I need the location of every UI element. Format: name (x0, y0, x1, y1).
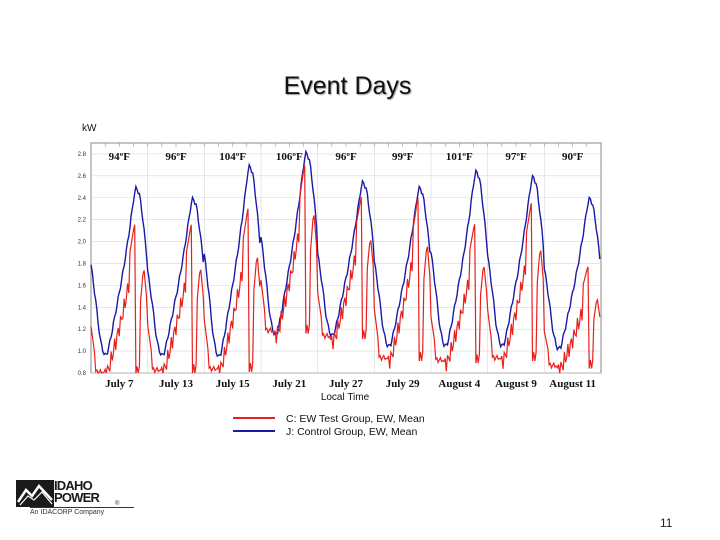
day-label: July 7 (105, 378, 134, 390)
day-label: July 21 (272, 378, 306, 390)
legend-label-control: J: Control Group, EW, Mean (286, 426, 417, 438)
temperature-label: 96ºF (165, 151, 187, 163)
slide-title: Event Days (283, 72, 412, 100)
series-line-test-group (90, 165, 601, 375)
idaho-power-logo: IDAHO POWER ® An IDACORP Company (16, 478, 138, 520)
y-tick-label: 1.8 (78, 261, 87, 267)
day-label: August 4 (438, 378, 480, 390)
y-tick-label: 1.0 (78, 349, 87, 355)
temperature-label: 104ºF (219, 151, 246, 163)
x-axis-label: Local Time (321, 392, 370, 403)
temperature-label: 97ºF (505, 151, 527, 163)
day-label: August 9 (495, 378, 537, 390)
y-tick-label: 2.2 (78, 218, 87, 224)
y-tick-label: 1.2 (78, 327, 87, 333)
logo-tagline: An IDACORP Company (30, 509, 105, 516)
temperature-label: 106ºF (276, 151, 303, 163)
logo-wordmark: IDAHO POWER (54, 478, 100, 505)
series-lines (90, 149, 601, 375)
temperature-label: 96ºF (335, 151, 357, 163)
y-tick-label: 2.4 (78, 196, 87, 202)
legend-label-test: C: EW Test Group, EW, Mean (286, 413, 425, 425)
temperature-label: 99ºF (392, 151, 414, 163)
day-labels: July 7 July 13 July 15 July 21 July 27 July 2… (105, 378, 596, 390)
day-label: August 11 (549, 378, 596, 390)
y-tick-label: 1.4 (78, 305, 87, 311)
legend: C: EW Test Group, EW, Mean J: Control Gr… (233, 413, 425, 438)
y-tick-label: 0.8 (78, 371, 87, 377)
series-line-control-group (90, 149, 601, 358)
y-tick-label: 2.0 (78, 240, 87, 246)
temperature-label: 101ºF (446, 151, 473, 163)
temperature-label: 94ºF (109, 151, 131, 163)
page-number: 11 (660, 516, 673, 530)
y-axis-ticks: 0.8 1.0 1.2 1.4 1.6 1.8 2.0 2.2 2.4 2.6 2.8 (78, 152, 87, 377)
day-label: July 27 (329, 378, 363, 390)
day-label: July 15 (216, 378, 250, 390)
y-tick-label: 2.6 (78, 174, 87, 180)
mountain-logo-icon (16, 480, 54, 507)
day-label: July 13 (159, 378, 193, 390)
y-tick-label: 2.8 (78, 152, 87, 158)
y-axis-label: kW (82, 123, 97, 134)
day-label: July 29 (386, 378, 420, 390)
y-tick-label: 1.6 (78, 283, 87, 289)
temperature-labels: 94ºF 96ºF 104ºF 106ºF 96ºF 99ºF 101ºF 97ºF 90ºF (109, 151, 584, 163)
temperature-label: 90ºF (562, 151, 584, 163)
logo-divider (30, 507, 134, 508)
registered-mark: ® (115, 501, 120, 507)
